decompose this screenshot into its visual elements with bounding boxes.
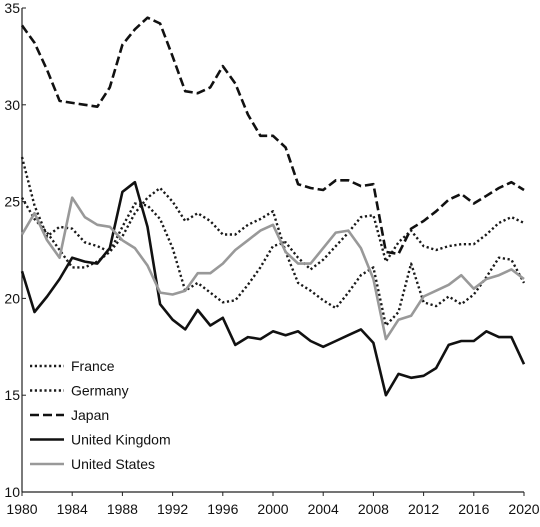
- x-tick-label: 1988: [107, 501, 138, 517]
- series-line-united-states: [20, 196, 525, 341]
- legend: France Germany Japan United Kingdom United S…: [30, 358, 171, 472]
- x-tick-label: 2000: [257, 501, 288, 517]
- legend-label-united-kingdom: United Kingdom: [71, 432, 171, 448]
- x-tick-label: 2016: [458, 501, 489, 517]
- legend-label-japan: Japan: [71, 407, 109, 423]
- x-tick-label: 2012: [408, 501, 439, 517]
- y-tick-label: 15: [4, 387, 20, 403]
- legend-label-germany: Germany: [71, 383, 129, 399]
- x-tick-label: 2008: [358, 501, 389, 517]
- series-line-japan: [20, 16, 525, 256]
- y-tick-label: 10: [4, 484, 20, 500]
- y-tick-label: 35: [4, 0, 20, 16]
- legend-label-france: France: [71, 358, 115, 374]
- series-line-france: [20, 197, 525, 304]
- x-tick-label: 1996: [207, 501, 238, 517]
- plot-lines: [20, 16, 526, 397]
- x-tick-label: 2020: [508, 501, 539, 517]
- axes: 10 15 20 25 30 35 1980 1984 1988 1992 1996 2000 2004…: [4, 0, 539, 517]
- x-tick-label: 1984: [57, 501, 88, 517]
- series-line-united-kingdom: [20, 180, 526, 397]
- legend-label-united-states: United States: [71, 456, 155, 472]
- x-tick-label: 1980: [6, 501, 37, 517]
- x-tick-label: 1992: [157, 501, 188, 517]
- y-tick-label: 25: [4, 194, 20, 210]
- x-tick-label: 2004: [308, 501, 339, 517]
- y-tick-label: 30: [4, 97, 20, 113]
- series-line-germany: [20, 156, 526, 327]
- y-tick-label: 20: [4, 290, 20, 306]
